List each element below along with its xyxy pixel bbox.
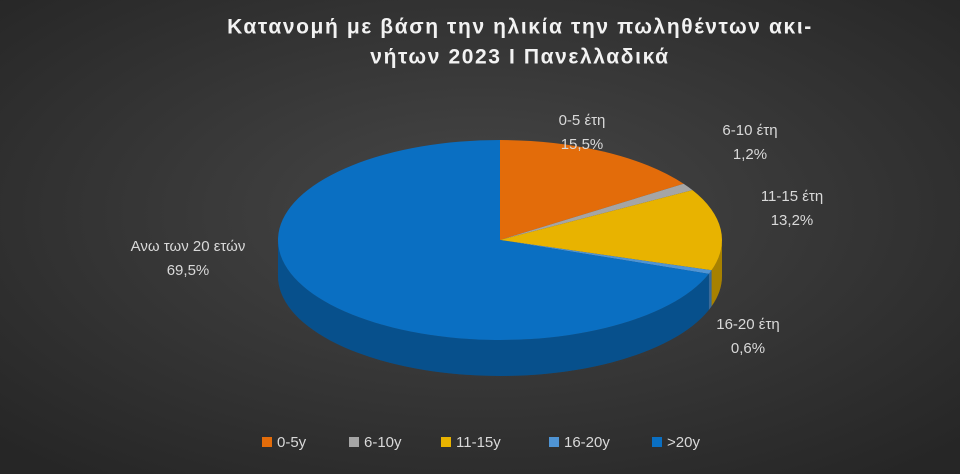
slice bbox=[278, 140, 709, 340]
legend-swatch bbox=[441, 437, 451, 447]
legend-label: 16-20y bbox=[564, 434, 610, 451]
slice bbox=[500, 190, 722, 271]
data-label: 1,2% bbox=[733, 146, 767, 163]
slice bbox=[500, 140, 684, 240]
chart-title: νήτων 2023 Ι Πανελλαδικά bbox=[370, 46, 669, 69]
legend-swatch bbox=[349, 437, 359, 447]
slice-side-shade bbox=[711, 240, 722, 307]
data-label-name: 11-15 έτη bbox=[761, 188, 823, 205]
legend-label: 0-5y bbox=[277, 434, 307, 451]
data-label: 69,5% bbox=[167, 262, 210, 279]
legend-swatch bbox=[549, 437, 559, 447]
slice bbox=[500, 183, 693, 240]
data-label: 0,6% bbox=[731, 340, 765, 357]
slice-side-shade bbox=[278, 240, 709, 376]
slice-side bbox=[711, 240, 722, 307]
legend-label: 11-15y bbox=[456, 434, 501, 451]
slice-side bbox=[278, 240, 709, 376]
legend-swatch bbox=[652, 437, 662, 447]
data-label-name: 0-5 έτη bbox=[559, 112, 606, 129]
legend-swatch bbox=[262, 437, 272, 447]
slice-side-shade bbox=[708, 270, 712, 310]
data-label-name: 16-20 έτη bbox=[716, 316, 780, 333]
chart-title: Κατανομή με βάση την ηλικία την πωληθέντ… bbox=[227, 16, 813, 39]
data-label-name: 6-10 έτη bbox=[722, 122, 777, 139]
slice-side bbox=[708, 270, 712, 310]
data-label: 15,5% bbox=[561, 136, 604, 153]
data-label-name: Ανω των 20 ετών bbox=[131, 238, 246, 255]
slice bbox=[500, 240, 712, 274]
legend-label: >20y bbox=[667, 434, 700, 451]
data-label: 13,2% bbox=[771, 212, 814, 229]
legend-label: 6-10y bbox=[364, 434, 402, 451]
